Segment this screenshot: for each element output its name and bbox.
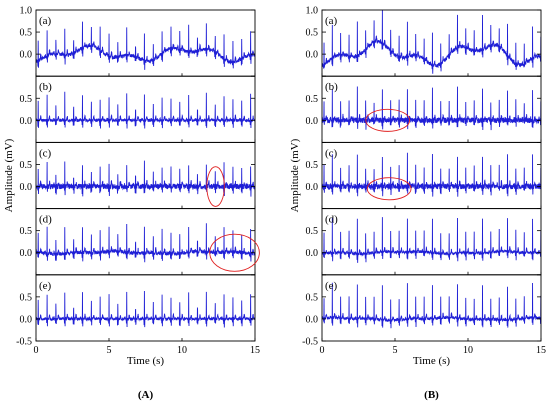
panel-frame — [35, 9, 256, 77]
x-tick-label: 15 — [250, 345, 260, 356]
y-tick-label: 0.0 — [306, 248, 319, 259]
y-tick-label: 1.0 — [306, 6, 319, 17]
x-axis-label: Time (s) — [413, 355, 451, 367]
y-axis-label: Amplitude (mV) — [289, 138, 301, 212]
y-tick-label: 0.0 — [306, 116, 319, 127]
panel-label: (b) — [325, 81, 338, 93]
panel-frame — [321, 274, 542, 342]
y-tick-label: 0.5 — [20, 94, 33, 105]
highlight-ellipse — [365, 108, 411, 132]
y-tick-label: 0.5 — [20, 28, 33, 39]
y-tick-label: 0.5 — [20, 226, 33, 237]
panel-label: (a) — [325, 15, 338, 27]
y-tick-label: 0.0 — [20, 248, 33, 259]
panel-5: -0.5 0.0 0.5 (e) — [16, 274, 256, 348]
ecg-series — [36, 21, 255, 70]
ecg-series — [322, 86, 541, 131]
panel-label: (d) — [325, 214, 338, 226]
x-tick-label: 0 — [320, 345, 325, 356]
x-tick-label: 5 — [393, 345, 398, 356]
panel-1: 0.0 0.5 1.0 (a) — [20, 6, 256, 77]
x-tick-label: 10 — [463, 345, 473, 356]
y-tick-label: 0.5 — [306, 226, 319, 237]
figure-label: (B) — [424, 389, 439, 401]
ecg-series — [36, 160, 255, 197]
figure-label: (A) — [138, 389, 154, 401]
x-tick-label: 0 — [34, 345, 39, 356]
panel-label: (a) — [39, 15, 52, 27]
highlight-ellipse — [206, 166, 225, 207]
ecg-series — [322, 152, 541, 197]
highlight-ellipse — [366, 177, 412, 201]
y-tick-label: 0.0 — [20, 314, 33, 325]
y-tick-label: 0.0 — [20, 182, 33, 193]
panel-3: 0.0 0.5 (c) — [20, 141, 256, 210]
ecg-series — [322, 10, 541, 74]
panel-frame — [321, 75, 542, 143]
panel-3: 0.0 0.5 (c) — [306, 141, 542, 210]
panel-label: (e) — [39, 280, 52, 292]
y-tick-label: 0.5 — [306, 292, 319, 303]
panel-4: 0.0 0.5 (d) — [306, 208, 542, 276]
panel-5: -0.5 0.0 0.5 (e) — [302, 274, 542, 348]
panel-label: (e) — [325, 280, 338, 292]
panel-1: 0.0 0.5 1.0 (a) — [306, 6, 542, 77]
highlight-ellipse — [209, 233, 260, 272]
panel-2: 0.0 0.5 (b) — [306, 75, 542, 143]
y-tick-label: 0.5 — [306, 28, 319, 39]
ecg-series — [36, 223, 255, 263]
y-tick-label: 1.0 — [20, 6, 33, 17]
ecg-series — [322, 217, 541, 263]
y-tick-label: -0.5 — [16, 337, 32, 348]
panel-label: (c) — [39, 147, 52, 159]
y-tick-label: -0.5 — [302, 337, 318, 348]
panel-frame — [35, 208, 256, 276]
panel-label: (b) — [39, 81, 52, 93]
panel-label: (d) — [39, 214, 52, 226]
y-tick-label: 0.5 — [306, 160, 319, 171]
y-tick-label: 0.5 — [20, 292, 33, 303]
panel-frame — [35, 75, 256, 143]
y-axis-label: Amplitude (mV) — [3, 138, 15, 212]
ecg-series — [36, 91, 255, 129]
ecg-series — [36, 290, 255, 328]
y-tick-label: 0.5 — [20, 160, 33, 171]
ecg-series — [322, 282, 541, 329]
panel-frame — [321, 141, 542, 210]
x-tick-label: 10 — [177, 345, 187, 356]
chart-b: 0.0 0.5 1.0 (a) 0.0 0.5 (b) 0.0 0.5 (c) 0.0 0.5 (d) -… — [289, 6, 546, 402]
x-tick-label: 5 — [107, 345, 112, 356]
chart-a: 0.0 0.5 1.0 (a) 0.0 0.5 (b) 0.0 0.5 (c) 0.0 0.5 (d) -… — [3, 6, 260, 402]
y-tick-label: 0.0 — [306, 182, 319, 193]
panel-2: 0.0 0.5 (b) — [20, 75, 256, 143]
y-tick-label: 0.0 — [306, 50, 319, 61]
panel-frame — [35, 274, 256, 342]
y-tick-label: 0.0 — [306, 314, 319, 325]
panel-label: (c) — [325, 147, 338, 159]
x-tick-label: 15 — [536, 345, 546, 356]
x-axis-label: Time (s) — [127, 355, 165, 367]
y-tick-label: 0.5 — [306, 94, 319, 105]
y-tick-label: 0.0 — [20, 116, 33, 127]
panel-frame — [321, 208, 542, 276]
panel-4: 0.0 0.5 (d) — [20, 208, 256, 276]
y-tick-label: 0.0 — [20, 50, 33, 61]
